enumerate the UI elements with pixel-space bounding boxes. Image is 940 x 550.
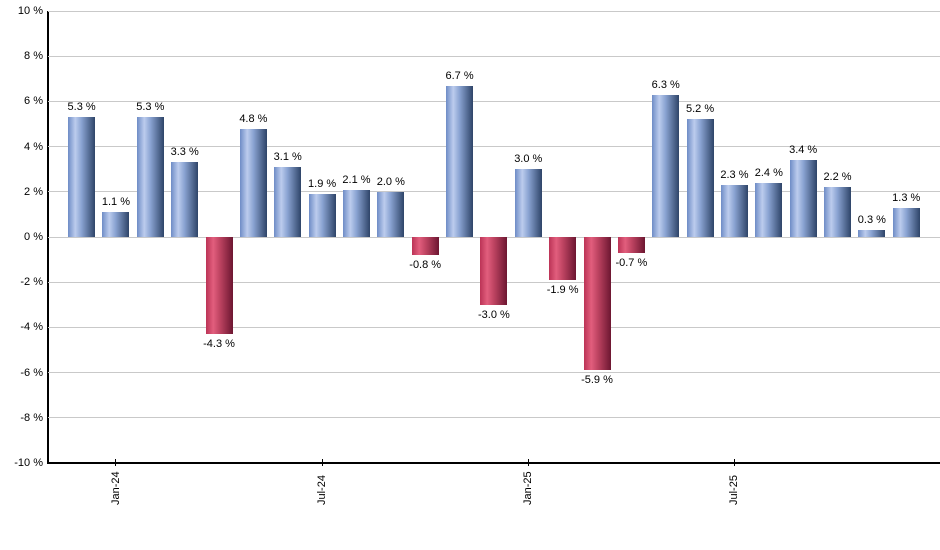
gridline [48,146,940,148]
bar-value-label: 2.0 % [376,175,405,188]
bar [789,160,817,237]
bar-value-label: 2.4 % [754,166,783,179]
bar [342,189,370,237]
gridline [48,191,940,193]
bar-value-label: 4.8 % [239,112,268,125]
x-tick-mark [527,459,529,466]
bar-value-label: 5.3 % [136,101,165,114]
y-tick-label: 4 % [24,140,43,153]
x-tick-mark [115,459,117,466]
y-tick-label: -4 % [20,321,43,334]
bar [411,237,439,256]
bar-value-label: -0.7 % [615,256,648,269]
bar-value-label: 1.1 % [101,196,131,209]
y-tick-label: -8 % [20,411,43,424]
bar-value-label: 3.0 % [514,153,543,166]
bar [652,94,680,237]
y-tick-label: 2 % [24,185,43,198]
gridline [48,100,940,102]
bar-value-label: 6.7 % [445,69,474,82]
bar-value-label: -4.3 % [203,338,235,351]
bar-value-label: 3.4 % [789,144,818,157]
bar [514,169,542,237]
x-tick-mark [321,459,323,466]
bar [892,207,920,237]
bar [308,194,336,237]
gridline [48,417,940,419]
x-tick-mark [733,459,735,466]
bar-value-label: -3.0 % [478,308,510,321]
bar-value-label: 2.2 % [823,171,852,184]
bar-value-label: 1.9 % [308,178,337,191]
bar-value-label: -1.9 % [546,283,579,296]
gridline [48,326,940,328]
y-tick-label: 0 % [24,231,43,243]
bar-value-label: 0.3 % [857,214,886,227]
gridline [48,55,940,57]
y-tick-label: 6 % [24,95,43,108]
x-axis-line [47,462,940,464]
bar-value-label: -5.9 % [581,374,613,387]
bar [377,191,405,237]
y-tick-label: -2 % [20,276,43,289]
bar [720,185,748,237]
bar [858,230,886,237]
x-tick-label: Jan-25 [522,471,535,505]
bar [205,237,233,335]
bar-value-label: 3.1 % [273,150,302,163]
bar [136,117,164,237]
bar [171,162,199,237]
bar-value-label: 2.3 % [720,169,749,182]
bar [686,119,714,237]
y-tick-label: 8 % [24,50,43,63]
bar [68,117,96,237]
bar [755,182,783,237]
bar-value-label: 3.3 % [170,146,199,159]
bar [480,237,508,305]
bar [583,237,611,371]
bar-value-label: -0.8 % [409,259,442,272]
bar-value-label: 5.2 % [686,103,715,116]
bar [824,187,852,237]
bar-value-label: 5.3 % [67,101,96,114]
bar [239,128,267,237]
y-tick-label: -10 % [14,457,43,469]
bar-value-label: 1.3 % [892,191,921,204]
y-tick-label: 10 % [17,5,43,17]
bar [274,166,302,237]
bar [446,85,474,237]
bar [549,237,577,280]
gridline [48,10,940,12]
x-tick-label: Jul-25 [728,475,741,505]
y-tick-label: -6 % [20,366,43,379]
x-tick-label: Jul-24 [316,475,329,505]
bar-value-label: 6.3 % [651,78,680,91]
x-tick-label: Jan-24 [109,471,122,505]
gridline [48,372,940,374]
bar [617,237,645,253]
bar-value-label: 2.1 % [342,173,371,186]
bar [102,212,130,237]
